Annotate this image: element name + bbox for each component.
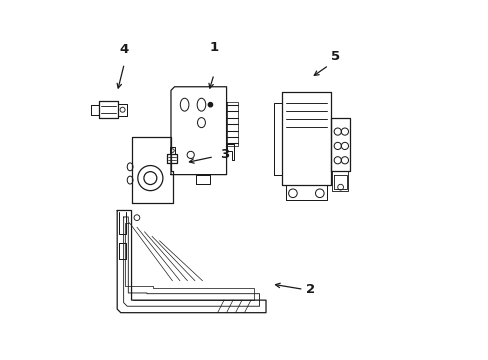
Text: 4: 4	[120, 42, 129, 55]
Circle shape	[208, 103, 212, 107]
Text: 3: 3	[220, 148, 229, 161]
Text: 5: 5	[331, 50, 340, 63]
Text: 1: 1	[209, 41, 218, 54]
Text: 2: 2	[305, 283, 315, 296]
